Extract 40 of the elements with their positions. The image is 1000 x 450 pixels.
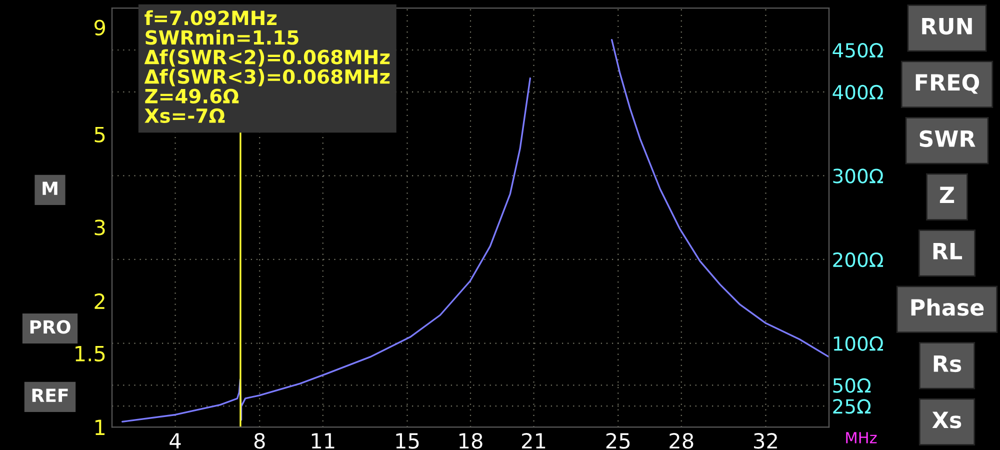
- text: Xs: [932, 412, 962, 428]
- y-tick-label: 5: [94, 126, 105, 142]
- x-tick-label: 11: [312, 433, 334, 448]
- y-tick-label: 2: [94, 293, 104, 309]
- text: M: [42, 182, 58, 195]
- x-tick-label: 4: [170, 433, 181, 448]
- y2-tick-label: 25Ω: [833, 399, 871, 414]
- annotation: SWRmin=1.15: [146, 30, 298, 45]
- y-tick-label: 3: [94, 220, 105, 236]
- x-axis-title: MHz: [846, 432, 877, 444]
- x-tick-label: 32: [754, 432, 777, 449]
- text: Z: [940, 186, 954, 204]
- y2-tick-label: 200Ω: [833, 252, 884, 268]
- x-tick-label: 21: [522, 432, 546, 448]
- x-tick-label: 18: [460, 432, 482, 449]
- y2-tick-label: 100Ω: [834, 336, 884, 351]
- text: REF: [32, 388, 68, 402]
- y2-tick-label: 300Ω: [833, 168, 884, 184]
- y-tick-label: 9: [94, 20, 105, 36]
- text: RUN: [922, 18, 972, 35]
- text: FREQ: [916, 74, 980, 94]
- annotation: Xs=-7Ω: [144, 108, 225, 124]
- annotation: Δf(SWR<3)=0.068MHz: [144, 68, 390, 86]
- x-tick-label: 8: [254, 432, 265, 449]
- y-tick-label: 1: [95, 420, 105, 435]
- text: Rs: [934, 356, 962, 372]
- y2-tick-label: 450Ω: [832, 42, 884, 58]
- y2-tick-label: 400Ω: [832, 84, 884, 100]
- y-tick-label: 1.5: [76, 346, 105, 362]
- text: PRO: [30, 320, 70, 334]
- text: RL: [933, 243, 962, 260]
- text: SWR: [920, 130, 976, 148]
- annotation: Z=49.6Ω: [145, 88, 239, 104]
- text: Phase: [911, 298, 984, 316]
- annotation: f=7.092MHz: [144, 10, 277, 26]
- x-tick-label: 25: [606, 432, 630, 449]
- x-tick-label: 28: [670, 432, 694, 449]
- y2-tick-label: 50Ω: [833, 378, 871, 393]
- x-tick-label: 15: [396, 433, 419, 449]
- annotation: Δf(SWR<2)=0.068MHz: [144, 49, 390, 67]
